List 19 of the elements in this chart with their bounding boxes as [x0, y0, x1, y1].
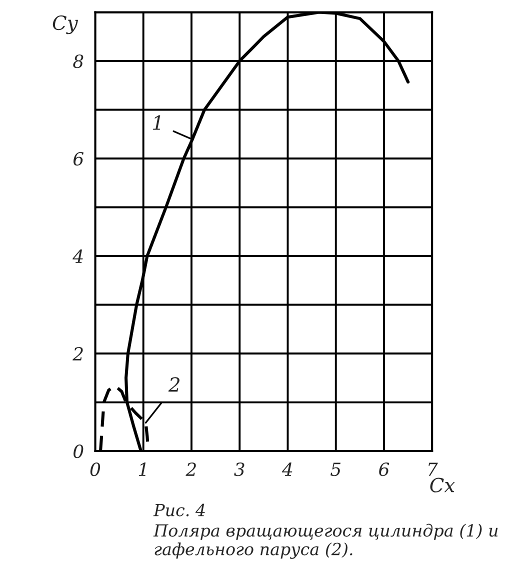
- y-tick-label: 0: [74, 444, 84, 458]
- y-tick-label: 8: [73, 54, 84, 68]
- x-tick-label: 6: [379, 462, 390, 476]
- x-tick-label: 3: [234, 462, 244, 476]
- y-tick-label: 2: [72, 346, 83, 360]
- x-tick-label: 7: [428, 462, 438, 476]
- annotation: 1: [152, 115, 160, 130]
- text: Рис. 4: [153, 504, 205, 516]
- x-tick-label: 4: [282, 462, 292, 476]
- y-tick-label: 6: [74, 152, 84, 166]
- x-axis-title: Cx: [430, 478, 455, 492]
- x-tick-label: 0: [90, 462, 100, 476]
- x-tick-label: 2: [186, 462, 196, 476]
- text: Поляра вращающегося цилиндра (1) и гафельного паруса (2).: [153, 524, 498, 559]
- y-tick-label: 4: [72, 249, 83, 263]
- annotation: 2: [168, 377, 180, 392]
- x-tick-label: 5: [330, 462, 341, 476]
- y-axis-title: Cy: [52, 15, 78, 34]
- x-tick-label: 1: [138, 462, 146, 476]
